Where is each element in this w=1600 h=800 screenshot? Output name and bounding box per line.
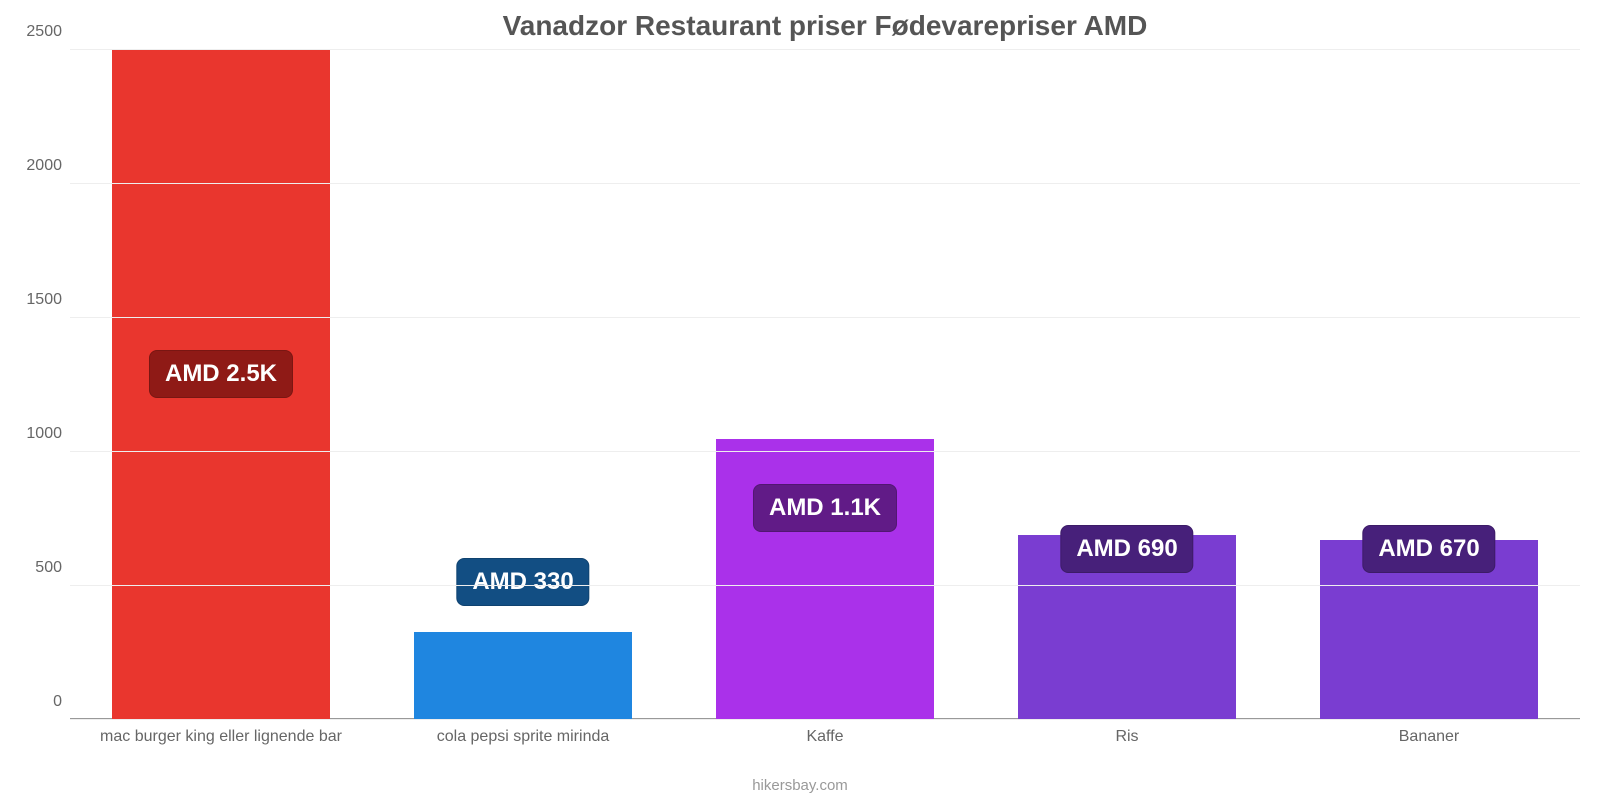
y-tick-label: 2500	[26, 23, 70, 41]
grid-line	[70, 49, 1580, 50]
x-tick-label: Bananer	[1278, 720, 1580, 746]
bar-value-label: AMD 1.1K	[753, 484, 897, 532]
plot-area: AMD 2.5KAMD 330AMD 1.1KAMD 690AMD 670 05…	[70, 50, 1580, 720]
bar-value-label: AMD 670	[1362, 525, 1495, 573]
x-tick-label: cola pepsi sprite mirinda	[372, 720, 674, 746]
chart-title: Vanadzor Restaurant priser Fødevareprise…	[70, 10, 1580, 42]
y-tick-label: 2000	[26, 157, 70, 175]
y-tick-label: 1000	[26, 425, 70, 443]
bar-slot: AMD 690	[976, 50, 1278, 720]
source-attribution: hikersbay.com	[0, 777, 1600, 794]
grid-line	[70, 183, 1580, 184]
bar	[414, 632, 631, 720]
grid-line	[70, 585, 1580, 586]
price-chart: Vanadzor Restaurant priser Fødevareprise…	[0, 0, 1600, 800]
grid-line	[70, 317, 1580, 318]
bars-container: AMD 2.5K AMD 330 AMD 1.1K AMD 690 AMD 670	[70, 50, 1580, 720]
x-axis-labels: mac burger king eller lignende barcola p…	[70, 720, 1580, 746]
bar-slot: AMD 330	[372, 50, 674, 720]
bar-value-label: AMD 2.5K	[149, 350, 293, 398]
x-tick-label: mac burger king eller lignende bar	[70, 720, 372, 746]
bar-slot: AMD 2.5K	[70, 50, 372, 720]
x-tick-label: Kaffe	[674, 720, 976, 746]
bar-value-label: AMD 690	[1060, 525, 1193, 573]
bar-slot: AMD 670	[1278, 50, 1580, 720]
x-tick-label: Ris	[976, 720, 1278, 746]
y-tick-label: 0	[53, 693, 70, 711]
y-tick-label: 1500	[26, 291, 70, 309]
bar	[716, 439, 933, 720]
y-tick-label: 500	[35, 559, 70, 577]
bar-slot: AMD 1.1K	[674, 50, 976, 720]
grid-line	[70, 451, 1580, 452]
bar-value-label: AMD 330	[456, 558, 589, 606]
